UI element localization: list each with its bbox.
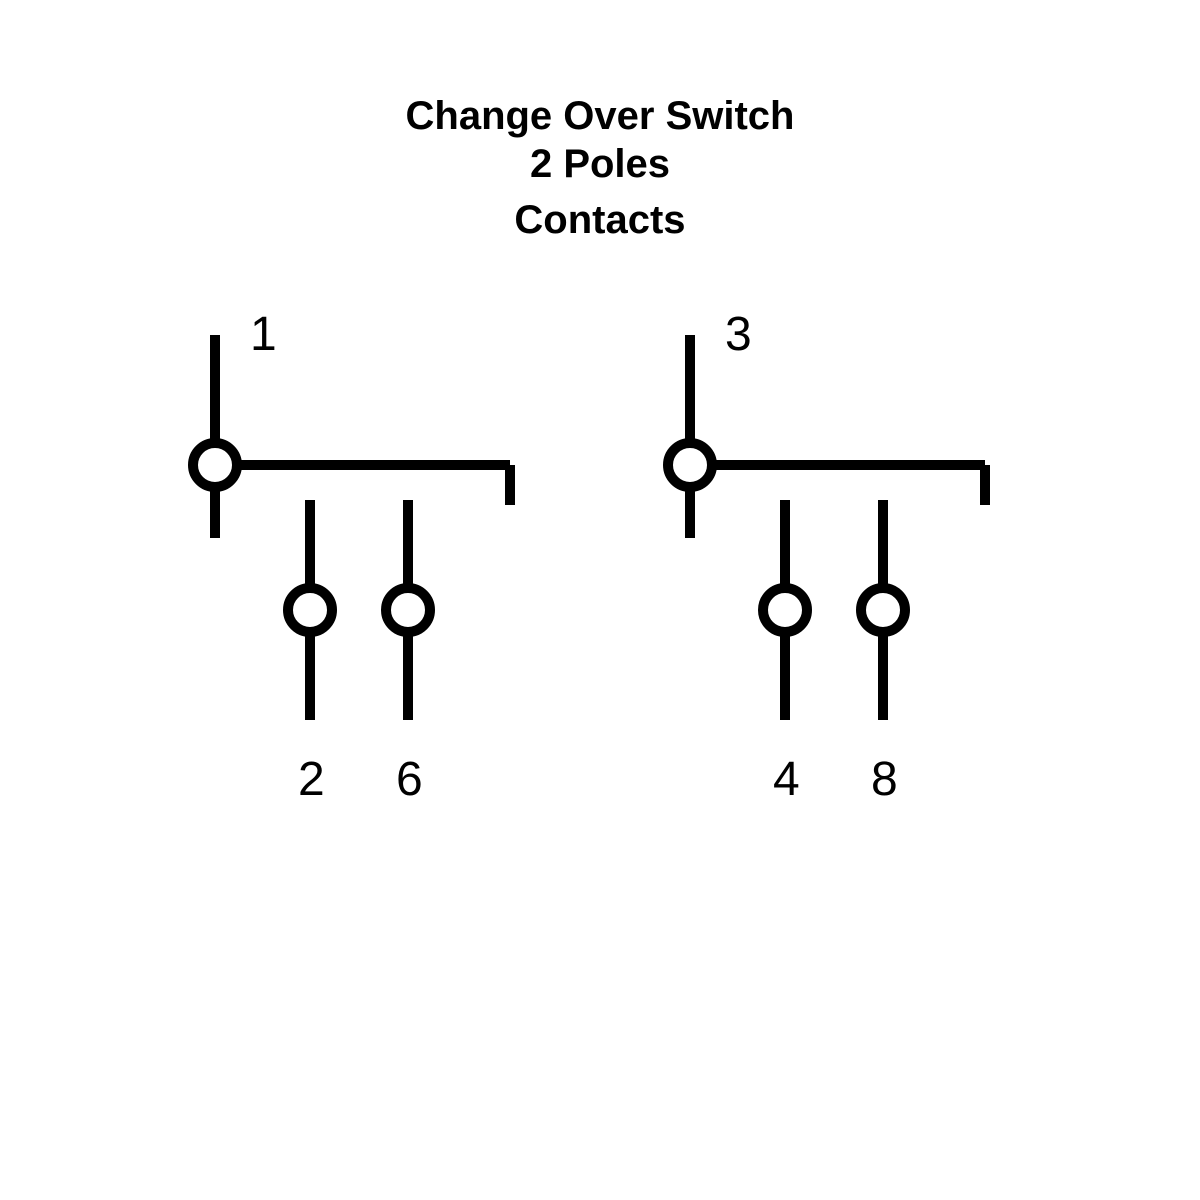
schematic-diagram: 1 2 6 3 4 8 [0,0,1200,1200]
pole-2-common-node [668,443,712,487]
pole-2-out1-node [861,588,905,632]
pole-1-common-node [193,443,237,487]
pole-1-out0-label: 2 [298,753,325,806]
pole-1-out1-label: 6 [396,753,423,806]
pole-1-out1-node [386,588,430,632]
pole-2-out0-label: 4 [773,753,800,806]
pole-1-common-label: 1 [250,308,277,361]
pole-2-common-label: 3 [725,308,752,361]
pole-1-out0-node [288,588,332,632]
pole-2-out0-node [763,588,807,632]
pole-2-out1-label: 8 [871,753,898,806]
